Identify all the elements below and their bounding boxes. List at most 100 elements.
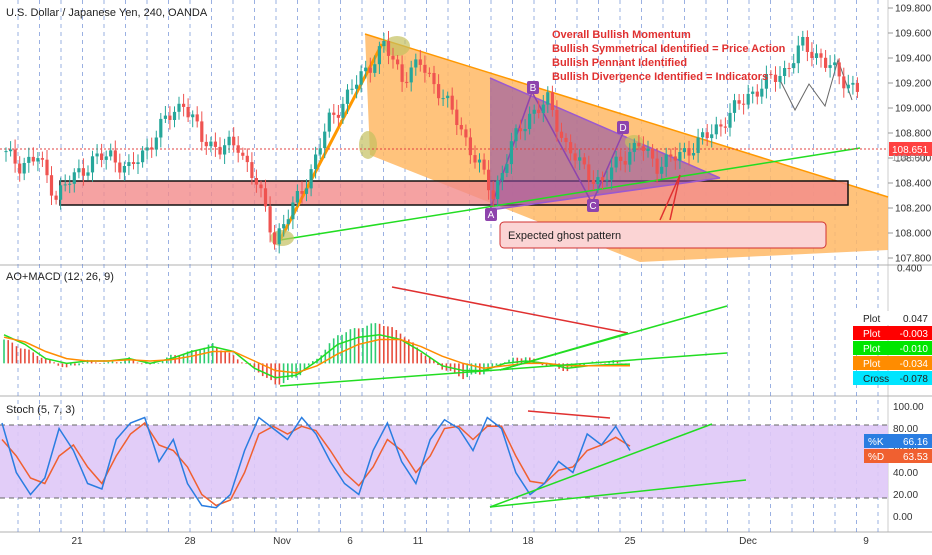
ao-bar xyxy=(270,363,272,381)
ao-bar xyxy=(261,363,264,377)
candle-body xyxy=(537,109,541,113)
time-axis: 21 28 Nov 6 11 18 25 Dec 9 xyxy=(71,536,869,547)
candle-body xyxy=(778,76,782,82)
ghost-line xyxy=(659,174,681,221)
ao-bar xyxy=(220,350,222,364)
ao-bar xyxy=(90,360,93,364)
ao-bar xyxy=(132,359,135,364)
candle-body xyxy=(432,73,436,85)
candle-body xyxy=(764,74,768,89)
ao-bar xyxy=(312,361,314,364)
candle-body xyxy=(49,175,54,196)
ao-bar xyxy=(15,346,18,364)
ao-bar xyxy=(408,339,410,364)
candle-body xyxy=(714,124,718,135)
ao-bar xyxy=(349,329,352,364)
ao-bar xyxy=(120,361,122,364)
ao-bar xyxy=(420,352,423,364)
ao-bar xyxy=(145,363,147,364)
candle-body xyxy=(400,64,404,82)
candle-body xyxy=(500,173,504,181)
candle-body xyxy=(746,93,750,105)
annotation-2: Bullish Symmetrical Identified = Price A… xyxy=(552,43,786,55)
annotation-3: Bullish Pennant Identified xyxy=(552,57,687,69)
candle-body xyxy=(373,64,377,73)
macd-legend-value: -0.078 xyxy=(900,374,929,385)
ao-bar xyxy=(53,362,55,364)
candle-body xyxy=(564,137,568,143)
ao-bar xyxy=(545,363,548,367)
candle-body xyxy=(45,159,49,176)
stoch-tick-label: 80.00 xyxy=(893,424,918,435)
candles xyxy=(4,30,859,254)
impulse-leg xyxy=(278,43,384,241)
candle-body xyxy=(710,134,714,139)
candle-body xyxy=(186,107,190,118)
candle-body xyxy=(605,179,609,181)
ao-bar xyxy=(424,355,427,364)
support-zone xyxy=(59,180,849,206)
ao-bar xyxy=(337,335,339,364)
stoch-legend-label: %D xyxy=(868,452,884,463)
candle-body xyxy=(559,131,564,138)
price-title: U.S. Dollar / Japanese Yen, 240, OANDA xyxy=(6,7,208,19)
candle-body xyxy=(109,150,113,157)
point-badges: A B C D xyxy=(485,81,629,221)
candle-body xyxy=(496,180,500,200)
ao-bar xyxy=(508,359,510,364)
point-label-d: D xyxy=(619,123,626,134)
macd-title: AO+MACD (12, 26, 9) xyxy=(6,271,114,283)
candle-body xyxy=(441,98,445,100)
ao-bar xyxy=(82,363,85,364)
highlight-ellipse xyxy=(384,36,410,56)
macd-legend-label: Cross xyxy=(863,374,889,385)
ao-bar xyxy=(479,363,481,375)
candle-body xyxy=(824,57,828,68)
ao-bar xyxy=(470,363,473,375)
candle-body xyxy=(355,84,359,89)
candle-body xyxy=(655,158,659,174)
candle-body xyxy=(814,53,819,58)
ao-bar xyxy=(378,323,381,364)
candle-body xyxy=(755,91,759,97)
candle-body xyxy=(632,142,636,152)
candle-body xyxy=(514,128,518,142)
candle-body xyxy=(241,152,245,156)
candle-body xyxy=(163,115,167,119)
ao-bar xyxy=(474,363,477,374)
macd-tick-label: 0.400 xyxy=(897,264,922,275)
ao-bar xyxy=(583,363,585,367)
candle-body xyxy=(596,177,600,185)
candle-body xyxy=(68,183,72,185)
ao-bar xyxy=(199,350,201,364)
candle-body xyxy=(751,91,755,94)
candle-body xyxy=(368,67,372,73)
ao-bar xyxy=(345,332,347,364)
ao-bar xyxy=(245,363,247,364)
ao-bar xyxy=(299,363,302,376)
candle-body xyxy=(701,132,705,138)
ao-bar xyxy=(207,344,210,364)
ao-bar xyxy=(370,323,373,364)
candle-body xyxy=(72,172,76,184)
candle-body xyxy=(13,149,17,164)
candle-body xyxy=(851,82,855,85)
macd-divergence-line xyxy=(391,286,629,334)
candle-body xyxy=(273,232,277,245)
candle-body xyxy=(418,59,422,65)
ao-bar xyxy=(487,363,489,371)
candle-body xyxy=(213,141,217,147)
candle-body xyxy=(614,156,618,168)
ao-bar xyxy=(28,349,30,364)
macd-legend-value: -0.034 xyxy=(900,359,929,370)
candle-body xyxy=(377,46,381,65)
macd-legend-value: -0.010 xyxy=(900,344,929,355)
candle-body xyxy=(455,109,459,125)
candle-body xyxy=(619,156,623,161)
candle-body xyxy=(773,74,778,82)
ao-bar xyxy=(491,363,494,367)
candle-body xyxy=(437,84,441,99)
candle-body xyxy=(646,148,650,151)
candle-body xyxy=(327,112,331,132)
